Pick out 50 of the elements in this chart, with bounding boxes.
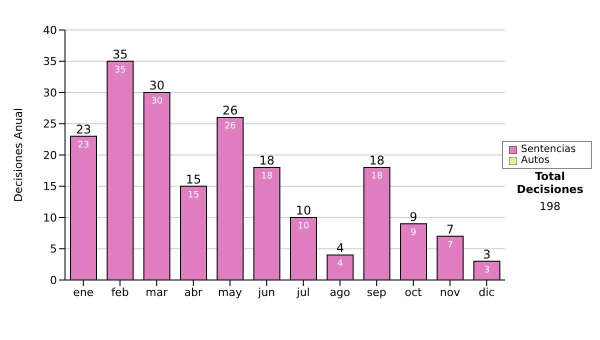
data-label: 3	[484, 265, 490, 276]
data-label: 15	[188, 190, 200, 200]
data-label: 23	[78, 140, 90, 150]
data-label: 7	[447, 240, 454, 250]
total-label: 7	[446, 222, 454, 236]
x-tick-label: feb	[111, 286, 129, 299]
data-label: 26	[224, 122, 236, 132]
data-label: 30	[151, 96, 163, 106]
total-label: 26	[222, 104, 238, 118]
text: 198	[538, 200, 562, 213]
total-label: 30	[149, 78, 164, 92]
x-tick-label: may	[218, 286, 242, 299]
y-tick-label: 35	[43, 55, 57, 68]
x-tick-label: jul	[296, 286, 310, 299]
total-label: 18	[369, 154, 384, 168]
y-tick-label: 30	[43, 86, 57, 100]
x-tick-label: ago	[330, 286, 350, 299]
x-tick-label: jun	[257, 286, 276, 299]
total-label: 3	[483, 247, 491, 262]
data-label: 35	[114, 65, 126, 76]
legend-label: Autos	[521, 155, 550, 166]
legend-label: Sentencias	[521, 144, 576, 155]
y-tick-label: 15	[43, 180, 57, 194]
total-label: 15	[186, 172, 202, 186]
total-label: 10	[296, 204, 312, 218]
x-tick-label: oct	[404, 286, 423, 299]
x-tick-label: mar	[146, 286, 168, 299]
data-label: 18	[371, 172, 383, 182]
total-label: 23	[76, 122, 92, 136]
x-tick-label: abr	[184, 286, 203, 299]
y-tick-label: 25	[43, 118, 57, 131]
total-label: 35	[112, 47, 128, 62]
y-tick-label: 0	[50, 274, 57, 287]
x-tick-label: ene	[73, 286, 94, 299]
y-tick-label: 5	[50, 242, 57, 256]
data-label: 4	[337, 259, 344, 269]
data-label: 18	[261, 172, 273, 182]
total-label: 9	[410, 210, 418, 224]
x-tick-label: nov	[440, 286, 461, 299]
data-label: 9	[410, 228, 417, 238]
text: Total Decisiones	[516, 170, 584, 196]
total-label: 4	[336, 241, 344, 255]
x-tick-label: dic	[478, 286, 495, 299]
total-label: 18	[259, 154, 274, 168]
x-tick-label: sep	[366, 286, 386, 299]
y-axis-title: Decisiones Anual	[12, 108, 25, 202]
y-tick-label: 40	[43, 24, 57, 37]
y-tick-label: 20	[43, 148, 57, 162]
data-label: 10	[298, 222, 310, 232]
y-tick-label: 10	[43, 211, 57, 224]
